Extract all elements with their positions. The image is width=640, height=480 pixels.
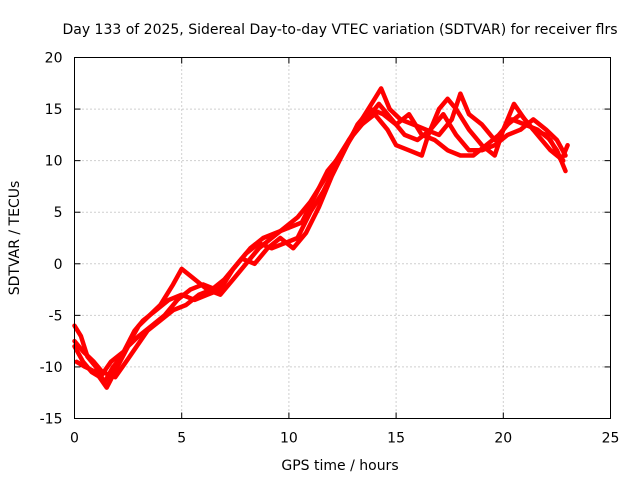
y-tick-label: 10 <box>45 154 63 170</box>
x-tick-label: 10 <box>280 431 298 447</box>
x-tick-label: 25 <box>602 431 620 447</box>
y-axis-label: SDTVAR / TECUs <box>7 181 23 296</box>
y-tick-label: -5 <box>49 308 63 324</box>
y-tick-label: -10 <box>40 360 63 376</box>
plot-frame <box>74 57 611 419</box>
series-line-track-4 <box>72 101 568 380</box>
chart-title: Day 133 of 2025, Sidereal Day-to-day VTE… <box>62 22 617 38</box>
x-tick-label: 15 <box>387 431 405 447</box>
y-tick-label: 15 <box>45 102 63 118</box>
axis-ticks <box>74 57 611 419</box>
x-tick-label: 5 <box>177 431 186 447</box>
y-tick-label: 20 <box>45 51 63 67</box>
x-tick-label: 20 <box>494 431 512 447</box>
y-tick-label: 0 <box>54 257 63 273</box>
series-group <box>72 86 570 390</box>
x-axis-label: GPS time / hours <box>281 458 398 474</box>
y-tick-label: -15 <box>40 412 63 428</box>
x-tick-label: 0 <box>70 431 79 447</box>
series-line-track-1 <box>72 86 568 385</box>
y-tick-label: 5 <box>54 205 63 221</box>
grid-lines <box>74 57 611 419</box>
